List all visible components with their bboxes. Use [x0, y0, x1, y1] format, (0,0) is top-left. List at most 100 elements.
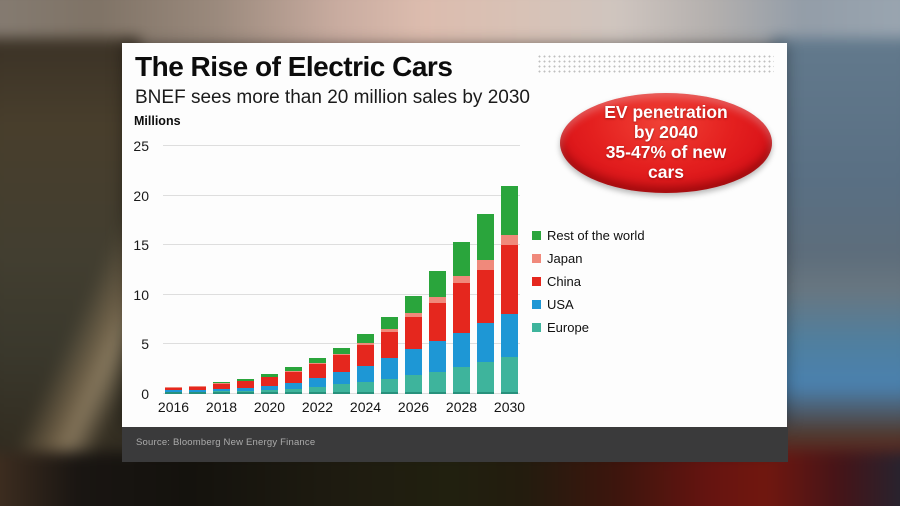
y-tick-25: 25 — [133, 138, 149, 154]
bar-2016-china — [165, 387, 182, 391]
bar-2019-europe — [237, 390, 254, 394]
bar-2028 — [453, 146, 470, 394]
legend-label: USA — [547, 297, 574, 312]
bar-2021-china — [285, 371, 302, 383]
x-tick-2030: 2030 — [493, 399, 526, 415]
legend-item-japan: Japan — [532, 247, 645, 270]
bar-2027-japan — [429, 296, 446, 303]
bar-2022-europe — [309, 386, 326, 394]
x-slot-2027 — [429, 399, 446, 417]
legend-label: Europe — [547, 320, 589, 335]
legend-swatch-icon — [532, 254, 541, 263]
y-axis-tick-labels: 0 5 10 15 20 25 — [122, 138, 156, 402]
ev-penetration-badge: EV penetration by 2040 35-47% of new car… — [560, 93, 772, 193]
x-tick-2020: 2020 — [253, 399, 286, 415]
y-tick-10: 10 — [133, 286, 149, 303]
bar-2022-usa — [309, 377, 326, 387]
bar-2024-usa — [357, 366, 374, 383]
source-strip: Source: Bloomberg New Energy Finance — [122, 427, 788, 462]
bar-series-container — [163, 146, 520, 394]
badge-line-1: EV penetration — [604, 102, 728, 122]
gridline-20 — [163, 194, 520, 196]
x-slot-2024: 2024 — [350, 399, 381, 417]
gridline-10 — [163, 293, 520, 295]
bar-2019-china — [237, 381, 254, 388]
bar-2024 — [357, 146, 374, 394]
bar-2028-europe — [453, 367, 470, 394]
background-left-band — [0, 38, 140, 506]
bar-2027-usa — [429, 341, 446, 373]
legend-label: Rest of the world — [547, 228, 645, 243]
x-slot-2023 — [333, 399, 350, 417]
gridline-25 — [163, 145, 520, 146]
legend-label: Japan — [547, 251, 583, 266]
x-tick-2028: 2028 — [445, 399, 478, 415]
legend-item-europe: Europe — [532, 316, 645, 339]
badge-line-4: cars — [647, 162, 684, 182]
bar-2028-japan — [453, 275, 470, 283]
bar-2025-rest-of-the-world — [381, 316, 398, 329]
bar-2030-europe — [501, 357, 518, 394]
x-slot-2020: 2020 — [254, 399, 285, 417]
legend-label: China — [547, 274, 581, 289]
bar-2027 — [429, 146, 446, 394]
bar-2030-japan — [501, 235, 518, 246]
bar-2017-china — [189, 386, 206, 390]
x-slot-2026: 2026 — [398, 399, 429, 417]
legend-swatch-icon — [532, 277, 541, 286]
y-tick-0: 0 — [141, 386, 149, 402]
bar-2024-europe — [357, 382, 374, 394]
bar-2024-rest-of-the-world — [357, 333, 374, 344]
legend-item-rest-of-the-world: Rest of the world — [532, 224, 645, 247]
bar-2019-usa — [237, 387, 254, 391]
chart-subtitle: BNEF sees more than 20 million sales by … — [135, 87, 530, 108]
bar-2019-rest-of-the-world — [237, 378, 254, 381]
legend-item-china: China — [532, 270, 645, 293]
x-slot-2028: 2028 — [446, 399, 477, 417]
x-axis-tick-labels: 2016 2018 2020 2022 2024 2026 2028 2030 — [158, 399, 525, 417]
bar-2030-usa — [501, 313, 518, 358]
bar-2020-china — [261, 377, 278, 386]
bar-2016 — [165, 146, 182, 394]
legend-item-usa: USA — [532, 293, 645, 316]
bar-2021-usa — [285, 382, 302, 389]
bar-2029-rest-of-the-world — [477, 213, 494, 261]
bar-2023 — [333, 146, 350, 394]
bar-2026 — [405, 146, 422, 394]
bar-2025 — [381, 146, 398, 394]
halftone-dots-decoration — [537, 54, 774, 75]
bar-2020-usa — [261, 385, 278, 390]
bar-2030 — [501, 146, 518, 394]
chart-title: The Rise of Electric Cars — [135, 51, 453, 82]
bar-2028-china — [453, 282, 470, 333]
bar-2029-europe — [477, 362, 494, 394]
bar-2018-rest-of-the-world — [213, 382, 230, 384]
x-slot-2016: 2016 — [158, 399, 189, 417]
bar-2030-rest-of-the-world — [501, 185, 518, 236]
x-tick-2016: 2016 — [157, 399, 190, 415]
bar-2018 — [213, 146, 230, 394]
badge-line-3: 35-47% of new — [605, 142, 727, 162]
bar-2023-usa — [333, 372, 350, 385]
x-slot-2022: 2022 — [302, 399, 333, 417]
legend-swatch-icon — [532, 231, 541, 240]
bar-2020-europe — [261, 389, 278, 394]
bar-2020 — [261, 146, 278, 394]
y-tick-5: 5 — [141, 336, 149, 353]
bar-2017-europe — [189, 391, 206, 394]
bar-2025-china — [381, 331, 398, 359]
chart-card: The Rise of Electric Cars BNEF sees more… — [122, 43, 787, 427]
bar-2021 — [285, 146, 302, 394]
x-tick-2022: 2022 — [301, 399, 334, 415]
bar-2026-usa — [405, 349, 422, 376]
y-tick-20: 20 — [133, 187, 149, 204]
plot-area — [163, 145, 520, 394]
bar-2021-europe — [285, 388, 302, 394]
bar-2017-usa — [189, 389, 206, 392]
bar-2026-china — [405, 316, 422, 350]
bar-2029-japan — [477, 260, 494, 271]
bar-2029-usa — [477, 322, 494, 363]
x-slot-2025 — [381, 399, 398, 417]
bar-2022-china — [309, 363, 326, 378]
